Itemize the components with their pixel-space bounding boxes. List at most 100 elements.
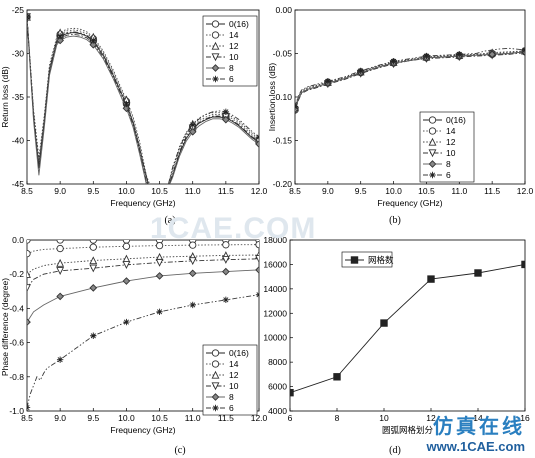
- legend-label: 8: [446, 159, 451, 169]
- data-point: [122, 261, 131, 270]
- x-tick-label: 14: [473, 413, 483, 423]
- y-tick-label: 10000: [263, 333, 287, 343]
- series-line-4: [295, 52, 525, 112]
- watermark-text: 1CAE.COM: [150, 212, 317, 245]
- legend-label: 12: [229, 41, 239, 51]
- legend-label: 6: [229, 74, 234, 84]
- data-point: [189, 241, 197, 249]
- series-group: [27, 240, 259, 411]
- legend-label: 14: [229, 359, 239, 369]
- legend-label: 8: [229, 63, 234, 73]
- brand-logo: 仿真在线 www.1CAE.com: [427, 410, 525, 454]
- data-point: [122, 242, 131, 250]
- data-point: [123, 100, 130, 108]
- data-point: [357, 67, 364, 75]
- x-tick-label: 10.0: [385, 186, 402, 196]
- x-tick-label: 9.0: [54, 186, 66, 196]
- y-tick-label: -45: [12, 179, 25, 189]
- data-point: [521, 260, 525, 269]
- series-line-5: [295, 51, 525, 110]
- legend-marker: [211, 64, 220, 72]
- x-axis-label: 圆弧网格划分: [382, 425, 434, 435]
- data-point: [324, 78, 332, 85]
- y-tick-label: -35: [12, 92, 25, 102]
- y-axis-label: Phase difference (degree): [0, 278, 10, 376]
- x-tick-label: 8.5: [21, 413, 33, 423]
- y-tick-label: 8000: [268, 357, 287, 367]
- legend-label: 6: [229, 403, 234, 413]
- x-tick-label: 8.5: [289, 186, 301, 196]
- legend-marker: [211, 360, 220, 368]
- plot-frame: [289, 239, 526, 412]
- legend-box: [202, 344, 258, 416]
- data-point: [89, 284, 98, 292]
- y-axis-label: Insertion loss (dB): [267, 63, 277, 132]
- data-point: [333, 373, 341, 381]
- y-tick-label: -25: [12, 5, 25, 15]
- legend-marker: [429, 171, 436, 179]
- data-point: [122, 240, 131, 244]
- data-point: [456, 51, 463, 58]
- legend-box: [202, 15, 258, 87]
- x-tick-label: 12: [426, 413, 436, 423]
- y-tick-label: 14000: [263, 284, 287, 294]
- data-point: [423, 52, 430, 60]
- legend-label: 14: [229, 30, 239, 40]
- data-point: [155, 241, 164, 250]
- data-point: [89, 240, 97, 244]
- data-point: [123, 318, 130, 326]
- y-tick-label: -0.6: [9, 338, 24, 348]
- series-line-6: [27, 16, 259, 184]
- series-line-3: [27, 254, 259, 275]
- legend-label: 网格数: [368, 255, 394, 266]
- legend-marker: [211, 20, 220, 28]
- x-tick-label: 9.5: [355, 186, 367, 196]
- legend-marker: [428, 149, 437, 158]
- x-tick-label: 11.5: [218, 413, 234, 423]
- data-point: [255, 240, 259, 249]
- data-point: [27, 284, 31, 293]
- data-point: [222, 296, 230, 304]
- y-tick-label: 0.0: [12, 235, 24, 245]
- y-tick-label: -1.0: [9, 406, 24, 416]
- x-tick-label: 16: [520, 413, 530, 423]
- legend-label: 10: [229, 381, 239, 391]
- data-point: [56, 258, 65, 267]
- legend-label: 12: [229, 370, 239, 380]
- x-tick-label: 12.0: [251, 413, 268, 423]
- y-tick-label: 16000: [263, 259, 287, 269]
- data-point: [255, 266, 259, 274]
- legend-marker: [211, 382, 220, 391]
- panel-caption: (a): [164, 215, 175, 226]
- x-tick-label: 12.0: [251, 186, 268, 196]
- series-line-2: [27, 244, 259, 255]
- y-axis-label: Return loss (dB): [0, 66, 10, 128]
- x-axis-label: Frequency (GHz): [110, 425, 175, 435]
- legend-marker: [212, 75, 219, 83]
- legend: 网格数: [341, 251, 394, 268]
- data-point: [89, 243, 97, 251]
- legend-marker: [350, 256, 359, 264]
- data-point: [189, 121, 196, 129]
- data-point: [56, 240, 64, 244]
- data-point: [156, 308, 163, 316]
- data-point: [122, 104, 131, 113]
- y-tick-label: -0.20: [273, 179, 293, 189]
- data-point: [90, 332, 97, 339]
- data-point: [27, 13, 31, 21]
- x-tick-label: 11.0: [185, 186, 201, 196]
- y-tick-label: -0.10: [273, 92, 293, 102]
- data-point: [390, 58, 397, 65]
- data-point: [27, 269, 31, 278]
- data-point: [56, 292, 64, 301]
- series-line-6: [27, 294, 259, 408]
- brand-chinese-text: 仿真在线: [433, 414, 525, 438]
- x-tick-label: 11.0: [451, 186, 467, 196]
- data-point: [89, 40, 98, 49]
- legend-label: 10: [229, 52, 239, 62]
- panel-caption: (d): [389, 445, 401, 456]
- legend-marker: [428, 137, 437, 146]
- legend-label: 8: [229, 392, 234, 402]
- legend-marker: [211, 53, 220, 62]
